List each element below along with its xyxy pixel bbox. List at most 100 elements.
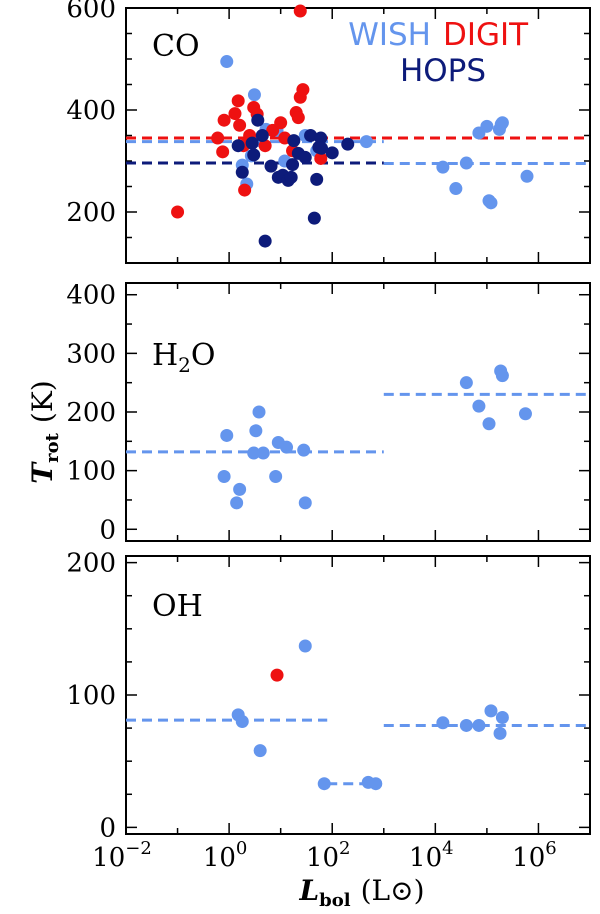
- data-point: [233, 118, 247, 132]
- data-point: [220, 428, 234, 442]
- data-point: [258, 234, 272, 248]
- data-point: [314, 151, 328, 165]
- data-point: [274, 116, 288, 130]
- x-tick-label: 102: [306, 838, 351, 873]
- data-point: [314, 131, 328, 145]
- data-point: [280, 440, 294, 454]
- x-axis-label: Lbol (L⊙): [298, 874, 424, 911]
- data-point: [251, 113, 265, 127]
- y-tick-label: 0: [99, 515, 116, 545]
- data-point: [249, 424, 263, 438]
- data-point: [235, 165, 249, 179]
- x-tick-label: 106: [512, 838, 557, 873]
- data-point: [495, 116, 509, 130]
- panel-label: OH: [152, 589, 203, 624]
- data-point: [253, 744, 267, 758]
- data-point: [293, 4, 307, 18]
- data-point: [317, 777, 331, 791]
- data-point: [298, 496, 312, 510]
- y-tick-label: 100: [66, 681, 116, 711]
- data-point: [247, 88, 261, 102]
- y-tick-label: 400: [66, 281, 116, 311]
- x-tick-label: 104: [409, 838, 454, 873]
- data-point: [258, 139, 272, 153]
- data-point: [482, 417, 496, 431]
- data-point: [459, 718, 473, 732]
- panel-label: H2O: [152, 338, 216, 377]
- data-point: [297, 443, 311, 457]
- y-tick-label: 0: [99, 813, 116, 843]
- data-point: [480, 119, 494, 133]
- data-point: [436, 160, 450, 174]
- data-point: [235, 714, 249, 728]
- data-point: [341, 137, 355, 151]
- data-point: [217, 470, 231, 483]
- data-point: [518, 407, 532, 421]
- data-point: [495, 711, 509, 725]
- data-point: [171, 205, 185, 219]
- data-point: [459, 156, 473, 170]
- x-tick-label: 100: [203, 838, 248, 873]
- data-point: [436, 716, 450, 730]
- legend-label-digit: DIGIT: [443, 17, 529, 53]
- data-point: [252, 405, 266, 419]
- data-point: [228, 107, 242, 121]
- data-point: [520, 169, 534, 183]
- data-point: [247, 446, 261, 460]
- data-point: [315, 141, 329, 155]
- data-point: [217, 113, 231, 127]
- y-tick-label: 100: [66, 457, 116, 487]
- data-point: [220, 55, 234, 69]
- y-tick-label: 300: [66, 339, 116, 369]
- data-point: [449, 182, 463, 196]
- data-point: [310, 172, 324, 186]
- x-axis-label-sub: bol: [319, 890, 351, 911]
- y-tick-label: 200: [66, 198, 116, 228]
- y-axis-label: Trot (K): [26, 380, 63, 483]
- data-point: [472, 718, 486, 732]
- data-point: [493, 726, 507, 740]
- data-point: [247, 148, 261, 162]
- data-point: [495, 369, 509, 383]
- y-tick-label: 600: [66, 0, 116, 24]
- data-point: [231, 94, 245, 108]
- data-point: [287, 134, 301, 148]
- data-point: [296, 83, 310, 97]
- y-tick-label: 400: [66, 96, 116, 126]
- data-point: [459, 376, 473, 390]
- data-point: [325, 146, 339, 160]
- x-tick-label: 10−2: [92, 838, 152, 873]
- legend-label-wish: WISH: [348, 17, 431, 53]
- data-point: [304, 129, 318, 142]
- legend-label-hops: HOPS: [400, 53, 486, 89]
- panel-3: 0 100 200 OH: [66, 549, 591, 843]
- panel-2: 0 100 200 300 400 H2O: [66, 281, 591, 545]
- y-axis-label-unit: (K): [26, 380, 59, 423]
- data-point: [284, 170, 298, 184]
- y-axis-label-main: T: [26, 461, 59, 484]
- y-axis-label-sub: rot: [42, 432, 63, 462]
- data-point: [484, 196, 498, 210]
- data-point: [245, 136, 259, 150]
- data-point: [298, 639, 312, 653]
- data-point: [238, 183, 252, 197]
- data-point: [231, 139, 245, 153]
- data-point: [472, 399, 486, 413]
- data-point: [369, 777, 383, 791]
- data-point: [264, 159, 278, 173]
- data-point: [230, 496, 244, 510]
- data-point: [359, 135, 373, 149]
- data-point: [211, 131, 225, 145]
- y-tick-label: 200: [66, 549, 116, 579]
- data-point: [233, 482, 247, 496]
- data-point: [307, 211, 321, 225]
- data-point: [255, 129, 269, 142]
- data-point: [291, 111, 305, 125]
- data-point: [286, 158, 300, 172]
- data-point: [216, 145, 230, 159]
- data-point: [270, 668, 284, 682]
- panel-label: CO: [152, 29, 200, 64]
